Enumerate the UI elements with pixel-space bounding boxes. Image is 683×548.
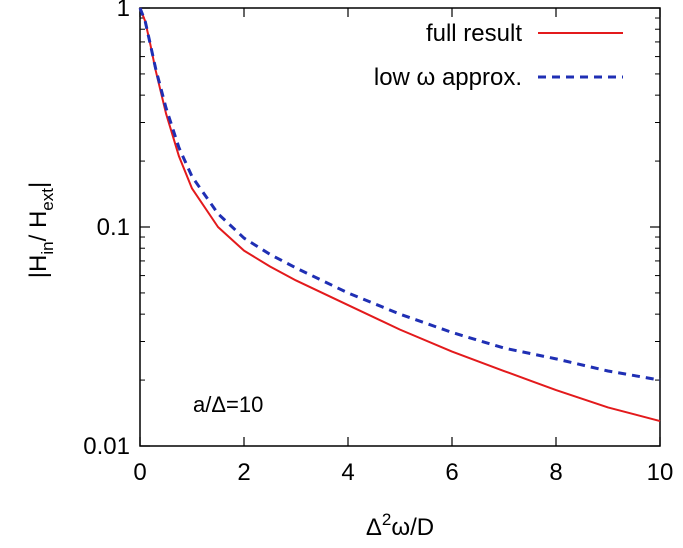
x-axis-label: Δ2ω/D [366,510,434,541]
tick-labels-group: 0 2 4 6 8 10 1 0.1 0.01 [83,0,673,486]
x-tick-label: 8 [549,459,562,486]
x-tick-label: 10 [647,459,674,486]
x-tick-label: 2 [237,459,250,486]
annotation-label: a/Δ=10 [193,392,263,417]
y-axis-label-open: |H [25,255,52,279]
y-axis-label: |Hin/ Hext| [25,182,57,278]
y-axis-label-close: | [25,182,52,188]
x-tick-label: 4 [341,459,354,486]
y-tick-label: 0.1 [97,214,130,241]
x-tick-label: 0 [133,459,146,486]
y-axis-label-sub-in: in [38,241,57,254]
y-tick-label: 1 [117,0,130,22]
y-axis-label-mid: / H [25,211,52,242]
legend-label-full-result: full result [426,20,522,47]
ticks-group [139,7,661,447]
legend-label-low-omega: low ω approx. [374,64,522,91]
x-axis-label-base: Δ [366,514,382,541]
series-line-low-omega-approx [138,7,661,382]
series-group [138,7,661,423]
y-axis-label-sub-ext: ext [38,188,57,211]
x-tick-label: 6 [445,459,458,486]
x-axis-label-rest: ω/D [391,514,434,541]
x-axis-label-sup: 2 [382,510,391,529]
y-tick-label: 0.01 [83,433,130,460]
legend: full result low ω approx. [374,20,623,91]
